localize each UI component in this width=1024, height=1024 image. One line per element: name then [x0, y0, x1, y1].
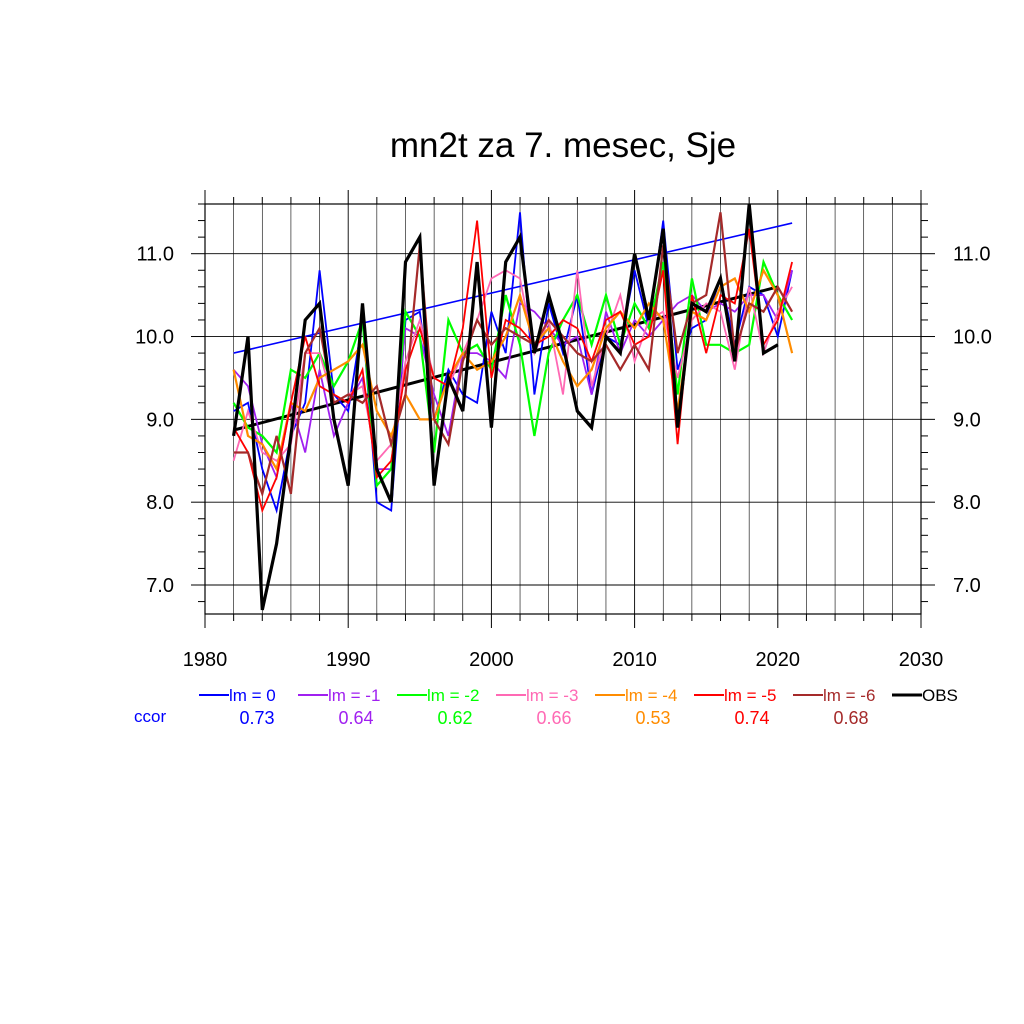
series-lines [232, 203, 794, 611]
series-line [232, 267, 794, 473]
y-tick-label-left: 10.0 [135, 327, 174, 349]
ccor-value: 0.73 [239, 708, 274, 728]
axis-ticks [191, 190, 935, 628]
x-tick-label: 1990 [326, 649, 371, 671]
series-line [232, 203, 779, 611]
legend: lm = 0 lm = -1 lm = -2 lm = -3 lm = -4 lm = -… [199, 686, 958, 705]
y-tick-label-right: 8.0 [953, 492, 981, 514]
legend-label: lm = -5 [724, 686, 776, 705]
ccor-value: 0.66 [536, 708, 571, 728]
y-tick-label-right: 9.0 [953, 409, 981, 431]
legend-label: lm = 0 [229, 686, 276, 705]
ccor-values: 0.73 0.64 0.62 0.66 0.53 0.74 0.68 [239, 708, 868, 728]
x-tick-label: 2010 [612, 649, 657, 671]
ccor-label: ccor [134, 707, 166, 726]
ccor-value: 0.74 [734, 708, 769, 728]
x-tick-label: 2000 [469, 649, 514, 671]
ccor-value: 0.64 [338, 708, 373, 728]
y-tick-label-left: 9.0 [146, 409, 174, 431]
series-line [232, 269, 793, 463]
x-tick-label: 2020 [756, 649, 801, 671]
legend-label: lm = -3 [526, 686, 578, 705]
y-tick-label-left: 7.0 [146, 575, 174, 597]
legend-label: lm = -1 [328, 686, 380, 705]
y-tick-label-left: 11.0 [137, 244, 174, 266]
x-tick-label: 1980 [183, 649, 228, 671]
plot-frame [204, 203, 922, 615]
ccor-value: 0.53 [635, 708, 670, 728]
y-tick-label-left: 8.0 [146, 492, 174, 514]
legend-label: OBS [922, 686, 958, 705]
series-line [232, 270, 793, 481]
y-tick-label-right: 10.0 [953, 327, 992, 349]
ccor-value: 0.62 [437, 708, 472, 728]
series-line [233, 212, 793, 514]
x-tick-label: 2030 [899, 649, 944, 671]
tick-labels: 1980 1990 2000 2010 2020 2030 7.0 7.0 8.0 8.0 9.0 9… [135, 244, 992, 671]
series-line [232, 220, 793, 514]
legend-label: lm = -2 [427, 686, 479, 705]
ccor-value: 0.68 [833, 708, 868, 728]
y-tick-label-right: 11.0 [953, 244, 990, 266]
legend-label: lm = -4 [625, 686, 677, 705]
chart-title: mn2t za 7. mesec, Sje [390, 126, 736, 165]
y-tick-label-right: 7.0 [953, 575, 981, 597]
legend-label: lm = -6 [823, 686, 875, 705]
